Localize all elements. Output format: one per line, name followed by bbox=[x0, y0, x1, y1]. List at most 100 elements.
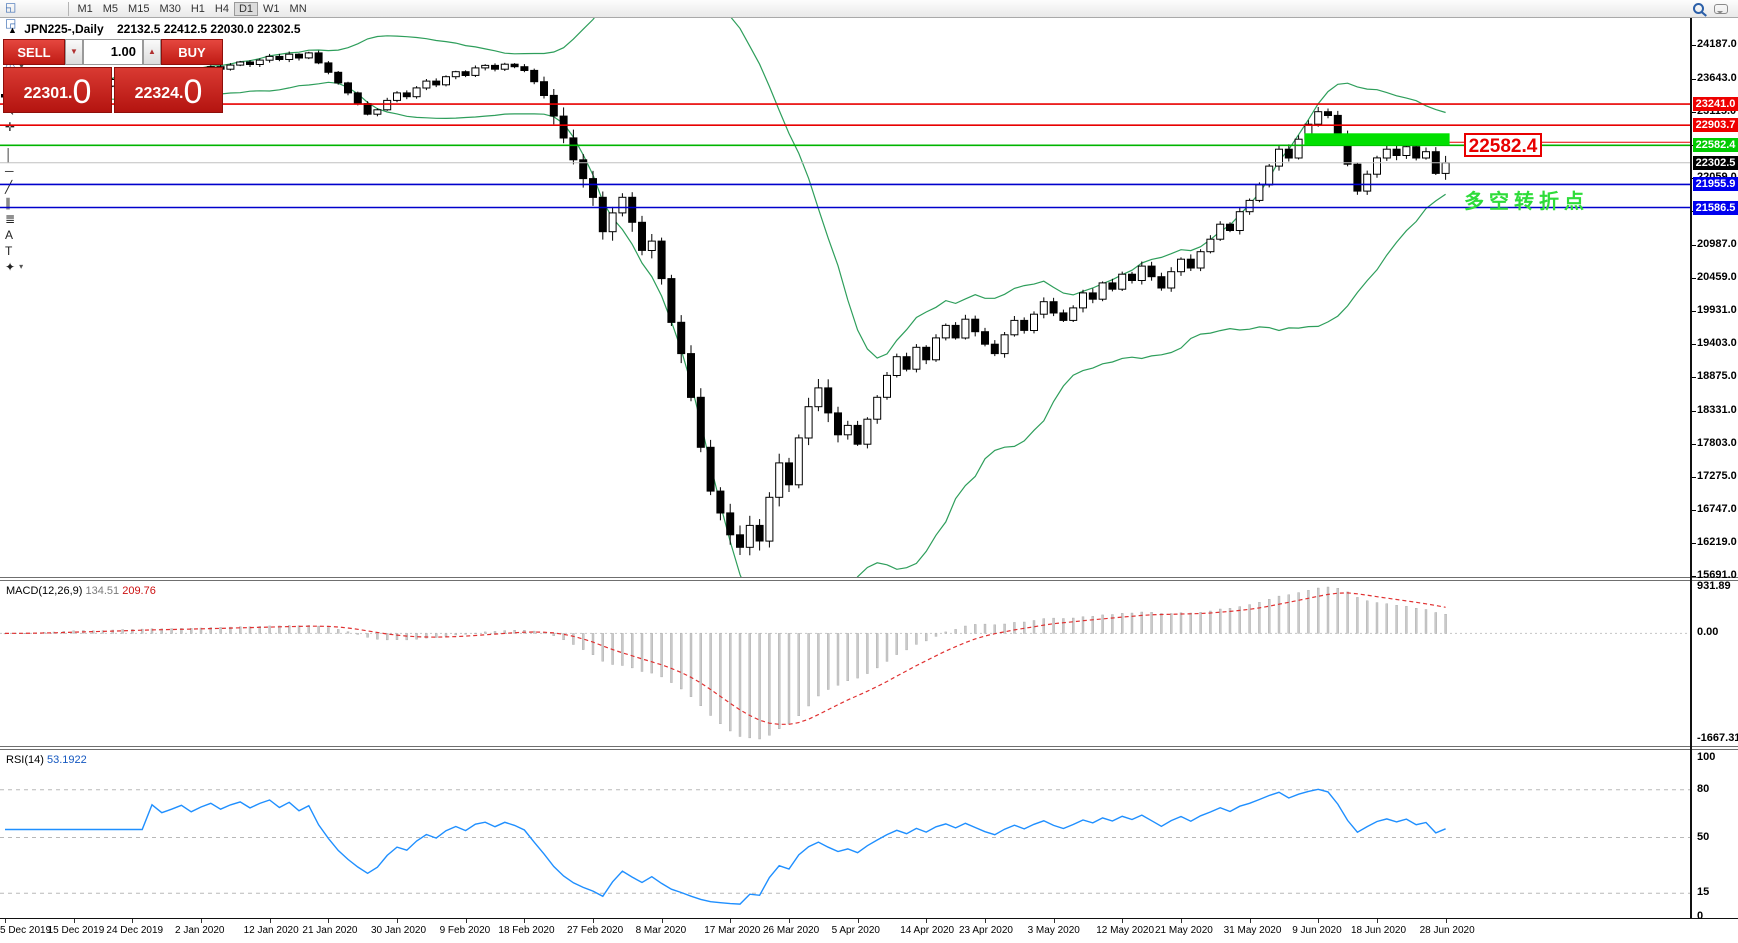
rsi-label: RSI(14) 53.1922 bbox=[6, 754, 87, 766]
y-tick-mark bbox=[1692, 112, 1696, 113]
time-label: 28 Jun 2020 bbox=[1419, 925, 1475, 936]
vertical-line-icon[interactable]: │ bbox=[2, 147, 65, 163]
time-tick bbox=[5, 919, 6, 923]
price-badge-22903.7: 22903.7 bbox=[1693, 118, 1738, 133]
rsi-axis-label: 50 bbox=[1697, 830, 1710, 843]
y-tick-label: 18875.0 bbox=[1697, 370, 1737, 382]
equidistant-channel-icon[interactable]: ∥ bbox=[2, 195, 65, 211]
time-label: 5 Apr 2020 bbox=[831, 925, 880, 936]
time-label: 31 May 2020 bbox=[1223, 925, 1282, 936]
toolbar-separator bbox=[68, 1, 70, 16]
time-label: 2 Jan 2020 bbox=[175, 925, 225, 936]
time-label: 9 Jun 2020 bbox=[1292, 925, 1342, 936]
periods-icon[interactable]: ◷▾ bbox=[2, 59, 65, 75]
y-tick-label: 23643.0 bbox=[1697, 72, 1737, 84]
time-label: 9 Feb 2020 bbox=[439, 925, 491, 936]
y-tick-label: 18331.0 bbox=[1697, 404, 1737, 416]
y-tick-mark bbox=[1692, 79, 1696, 80]
sell-button[interactable]: SELL bbox=[3, 39, 65, 65]
arrows-icon[interactable]: ✦ ▾ bbox=[2, 259, 65, 275]
macd-axis-label: -1667.31 bbox=[1697, 732, 1738, 744]
y-tick-label: 17275.0 bbox=[1697, 470, 1737, 482]
main-chart[interactable] bbox=[0, 18, 1690, 577]
time-tick bbox=[524, 919, 526, 923]
time-tick bbox=[201, 919, 202, 923]
text-icon: A bbox=[5, 227, 14, 242]
time-tick bbox=[789, 919, 790, 923]
buy-button[interactable]: BUY bbox=[161, 39, 223, 65]
buy-price-big-digit: 0 bbox=[183, 73, 203, 111]
timeframe-h1[interactable]: H1 bbox=[190, 2, 205, 15]
time-label: 30 Jan 2020 bbox=[371, 925, 427, 936]
time-label: 12 Jan 2020 bbox=[243, 925, 299, 936]
trendline-icon: ╱ bbox=[5, 179, 13, 194]
timeframe-m30[interactable]: M30 bbox=[159, 2, 181, 15]
time-label: 15 Dec 2019 bbox=[47, 925, 105, 936]
sell-price-big-digit: 0 bbox=[72, 73, 92, 111]
price-badge-21955.9: 21955.9 bbox=[1693, 177, 1738, 192]
periods-icon: ◷ bbox=[5, 59, 15, 75]
text-label-icon[interactable]: T bbox=[2, 243, 65, 259]
separator-main-macd[interactable] bbox=[0, 577, 1738, 578]
separator-main-macd-2 bbox=[0, 580, 1738, 581]
time-label: 24 Dec 2019 bbox=[106, 925, 164, 936]
time-label: 5 Dec 2019 bbox=[0, 925, 52, 936]
price-axis-border bbox=[1690, 18, 1692, 918]
one-click-trading-widget: SELL ▼ 1.00 ▲ BUY 22301. 0 22324. 0 bbox=[3, 39, 223, 113]
price-callout-label[interactable]: 22582.4 bbox=[1464, 133, 1542, 158]
trendline-icon[interactable]: ╱ bbox=[2, 179, 65, 195]
text-icon[interactable]: A bbox=[2, 227, 65, 243]
macd-panel[interactable] bbox=[0, 581, 1690, 745]
separator-macd-rsi[interactable] bbox=[0, 746, 1738, 747]
fibonacci-icon: ≣ bbox=[5, 211, 16, 226]
toolbar-right bbox=[1693, 3, 1738, 14]
buy-price-box[interactable]: 22324. 0 bbox=[114, 67, 223, 113]
rsi-value: 53.1922 bbox=[46, 754, 87, 766]
buy-price: 22324. bbox=[134, 85, 184, 102]
indicator-window-icon[interactable]: ◱ bbox=[2, 0, 65, 15]
y-tick-label: 15691.0 bbox=[1697, 569, 1737, 581]
chat-icon[interactable] bbox=[1714, 3, 1728, 14]
volume-increase-button[interactable]: ▲ bbox=[143, 39, 161, 65]
timeframe-m1[interactable]: M1 bbox=[77, 2, 93, 15]
time-tick bbox=[73, 919, 75, 923]
y-tick-mark bbox=[1692, 477, 1696, 478]
sell-price-box[interactable]: 22301. 0 bbox=[3, 67, 112, 113]
price-badge-22302.5: 22302.5 bbox=[1693, 155, 1738, 170]
y-tick-label: 16219.0 bbox=[1697, 536, 1737, 548]
volume-decrease-button[interactable]: ▼ bbox=[65, 39, 83, 65]
ohlc-readout: 22132.5 22412.5 22030.0 22302.5 bbox=[117, 22, 301, 36]
rsi-panel[interactable] bbox=[0, 750, 1690, 918]
time-tick bbox=[1249, 919, 1251, 923]
time-label: 23 Apr 2020 bbox=[959, 925, 1013, 936]
indicator-window-icon: ◱ bbox=[5, 0, 17, 14]
indicator-subwindow-icon[interactable]: ◲ bbox=[2, 15, 65, 31]
time-label: 27 Feb 2020 bbox=[567, 925, 624, 936]
y-tick-mark bbox=[1692, 278, 1696, 279]
timeframe-m5[interactable]: M5 bbox=[102, 2, 119, 15]
price-badge-21586.5: 21586.5 bbox=[1693, 200, 1738, 215]
y-tick-label: 19403.0 bbox=[1697, 337, 1737, 349]
time-tick bbox=[593, 919, 594, 923]
rsi-axis-label: 80 bbox=[1697, 782, 1710, 795]
fibonacci-icon[interactable]: ≣ bbox=[2, 211, 65, 227]
rsi-axis-label: 15 bbox=[1697, 886, 1710, 899]
timeframe-h4[interactable]: H4 bbox=[214, 2, 229, 15]
timeframe-m15[interactable]: M15 bbox=[128, 2, 150, 15]
time-label: 21 Jan 2020 bbox=[302, 925, 358, 936]
y-tick-mark bbox=[1692, 45, 1696, 46]
timeframe-mn[interactable]: MN bbox=[289, 2, 307, 15]
volume-input[interactable]: 1.00 bbox=[83, 39, 143, 65]
crosshair-icon: ✛ bbox=[5, 119, 16, 134]
horizontal-line-icon[interactable]: ─ bbox=[2, 163, 65, 179]
time-tick bbox=[857, 919, 859, 923]
crosshair-icon[interactable]: ✛ bbox=[2, 119, 65, 135]
sell-price: 22301. bbox=[23, 85, 73, 102]
collapse-marker-icon[interactable]: ▲ bbox=[8, 25, 17, 35]
y-tick-mark bbox=[1692, 510, 1696, 511]
timeframe-w1[interactable]: W1 bbox=[263, 2, 280, 15]
search-icon[interactable] bbox=[1693, 3, 1704, 14]
timeframe-d1[interactable]: D1 bbox=[233, 1, 259, 16]
y-tick-label: 20987.0 bbox=[1697, 238, 1737, 250]
